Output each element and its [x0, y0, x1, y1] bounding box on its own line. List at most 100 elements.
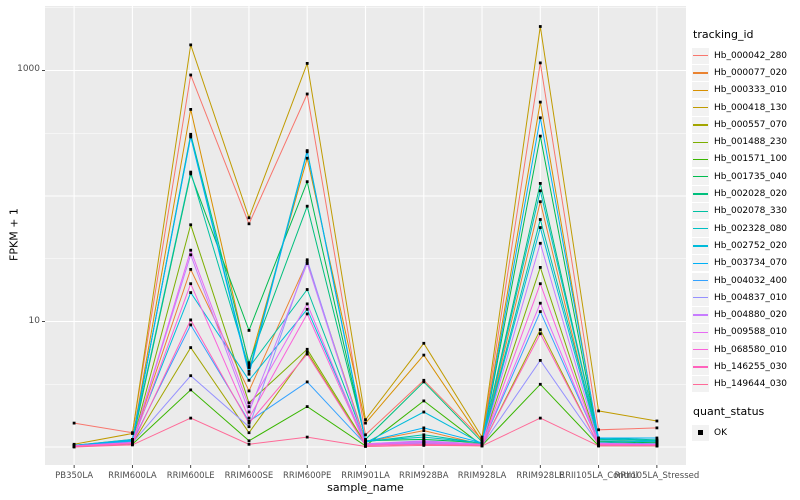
data-point [364, 421, 367, 425]
legend-item: Hb_003734_070 [692, 255, 787, 272]
data-point [655, 419, 659, 423]
data-point [422, 433, 426, 437]
legend-item: Hb_004837_010 [692, 289, 787, 306]
data-point [247, 416, 251, 420]
data-point [305, 380, 309, 384]
legend-item: Hb_000557_070 [692, 116, 787, 133]
data-point [422, 380, 426, 384]
legend-item-ok: OK [692, 424, 787, 441]
data-point [422, 429, 426, 432]
legend-item: Hb_002328_080 [692, 220, 787, 237]
data-point [189, 291, 193, 294]
data-point [305, 62, 309, 65]
x-tick-label: RRIM928LA [458, 471, 507, 481]
data-point [247, 222, 251, 226]
legend-key-line-icon [693, 106, 708, 109]
x-tick-label: RRII105LA_Stressed [614, 471, 699, 481]
data-point [189, 282, 193, 286]
data-point [597, 409, 600, 413]
legend-item-label: Hb_002078_330 [714, 206, 788, 217]
data-point [189, 43, 193, 47]
legend-item: Hb_000077_020 [692, 64, 787, 81]
data-point [538, 359, 542, 362]
legend-item-label: Hb_000077_020 [714, 67, 788, 78]
data-point [305, 347, 309, 351]
x-tick-label: RRIM600LE [167, 471, 215, 481]
legend-item: Hb_068580_010 [692, 341, 787, 358]
legend-key-box [692, 47, 709, 64]
legend-item-label: Hb_149644_030 [714, 379, 788, 390]
data-point [189, 388, 193, 392]
data-point [247, 372, 251, 376]
data-point [247, 442, 251, 446]
legend-key-box [692, 64, 709, 81]
data-point [189, 346, 193, 349]
x-tick-label: RRIM928LE [516, 471, 564, 481]
data-point [538, 189, 542, 193]
data-point [422, 378, 426, 382]
data-point [538, 301, 542, 305]
legend-key-line-icon [693, 72, 708, 74]
legend-item: Hb_000333_010 [692, 82, 787, 99]
data-point [305, 405, 309, 408]
x-tick-label: RRIM600PE [283, 471, 331, 481]
legend-item: Hb_002752_020 [692, 237, 787, 254]
legend-item-label: Hb_004880_020 [714, 310, 788, 321]
legend-item-label: Hb_001735_040 [714, 171, 788, 182]
legend-key-line-icon [693, 349, 708, 351]
x-tick-label: RRII105LA_Control [559, 471, 638, 481]
legend-key-box [692, 203, 709, 220]
legend-item: Hb_001571_100 [692, 151, 787, 168]
legend-key-box [692, 186, 709, 203]
legend-item-label: Hb_146255_030 [714, 361, 788, 372]
data-point [189, 73, 193, 77]
data-point [305, 204, 309, 208]
legend-item: Hb_000418_130 [692, 99, 787, 116]
legend-item: Hb_009588_010 [692, 324, 787, 341]
data-point [247, 378, 251, 382]
legend-key-box [692, 237, 709, 254]
data-point [189, 253, 193, 257]
legend-item: Hb_002078_330 [692, 203, 787, 220]
data-point [189, 268, 193, 271]
data-point [72, 421, 76, 425]
data-point [597, 428, 600, 432]
legend-quant-status: quant_status OK [692, 405, 787, 441]
data-point [247, 401, 251, 405]
data-point [422, 410, 426, 414]
data-point [480, 441, 484, 445]
data-point [247, 370, 251, 373]
legend-item: Hb_001735_040 [692, 168, 787, 185]
legend-item: Hb_004880_020 [692, 306, 788, 324]
legend-key-line-icon [693, 176, 708, 178]
data-point [655, 436, 659, 440]
legend-title-tracking-id: tracking_id [693, 28, 754, 41]
legend-item-label: Hb_003734_070 [714, 258, 788, 269]
data-point [655, 426, 659, 430]
legend-key-box [692, 151, 709, 168]
data-point [247, 421, 251, 425]
data-point [189, 416, 193, 420]
data-point [247, 420, 251, 423]
legend-key-line-icon [693, 366, 708, 368]
legend-item-label: Hb_001488_230 [714, 137, 788, 148]
data-point [131, 438, 134, 442]
legend-key-line-icon [693, 279, 708, 282]
data-point [422, 435, 426, 439]
legend-key-line-icon [693, 124, 708, 126]
data-point [189, 223, 193, 227]
legend-item: Hb_001488_230 [692, 133, 788, 151]
data-point [189, 318, 193, 322]
legend-item: Hb_004032_400 [692, 272, 787, 289]
legend-item-label: Hb_004032_400 [714, 275, 788, 286]
legend-item: Hb_000042_280 [692, 47, 787, 64]
data-point [597, 439, 600, 443]
data-point [305, 262, 309, 265]
data-point [189, 132, 193, 136]
legend-key-box [692, 99, 709, 116]
legend-key-box [692, 255, 709, 272]
data-point [189, 374, 193, 378]
y-tick-label-1000: 1000 [17, 64, 40, 74]
x-tick-label: PB350LA [55, 471, 93, 481]
data-point [189, 323, 193, 327]
